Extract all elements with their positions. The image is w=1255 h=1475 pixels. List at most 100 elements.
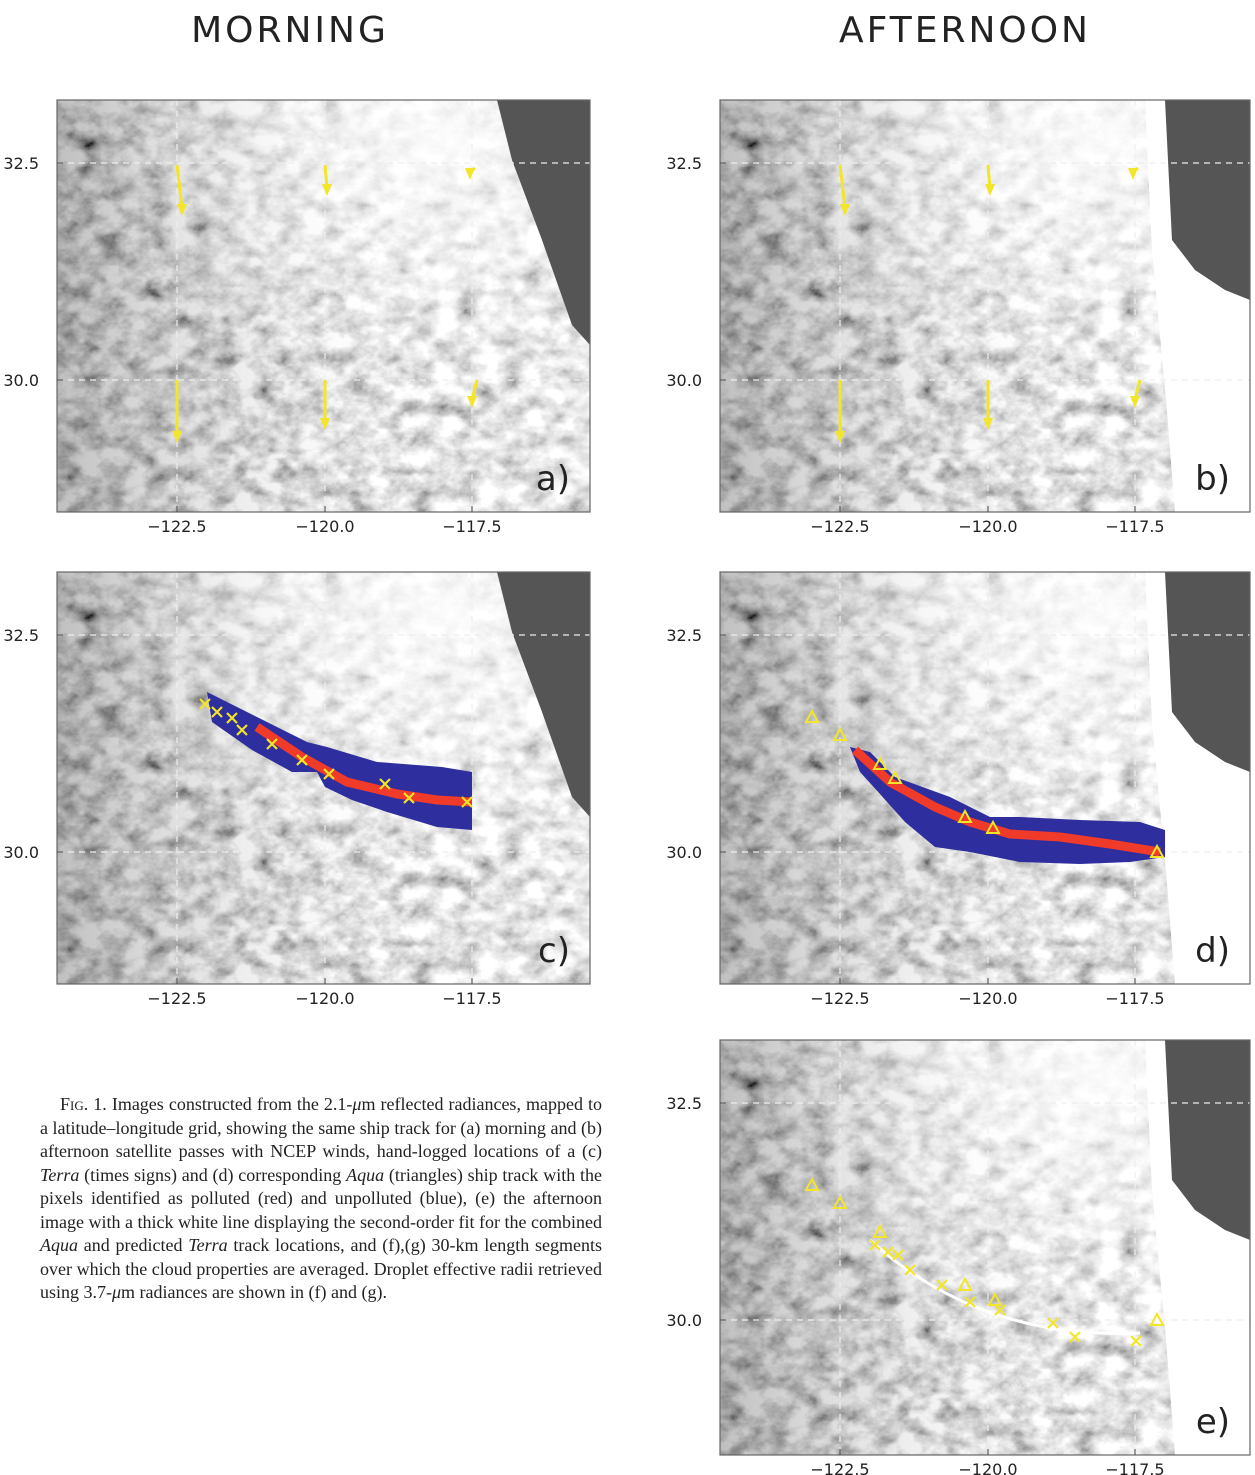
wind-arrow-head <box>467 396 477 408</box>
panel-label: e) <box>1196 1402 1230 1442</box>
wind-arrow <box>175 164 184 209</box>
marker-cross <box>1069 1331 1081 1343</box>
caption-text: (triangles) ship track with the pixels i… <box>40 1164 602 1232</box>
panel-frame <box>719 99 1251 513</box>
polluted-pixels <box>254 723 473 807</box>
caption-text: (times signs) and (d) corresponding <box>79 1164 347 1185</box>
marker-triangle <box>957 1276 973 1291</box>
panel-label: c) <box>538 931 570 971</box>
panel-frame <box>56 571 591 985</box>
caption-text: μ <box>352 1094 362 1114</box>
marker-cross <box>379 778 391 790</box>
fit-line <box>868 1238 1141 1335</box>
y-tick-label: 30.0 <box>3 371 39 390</box>
marker-triangle <box>872 755 888 770</box>
y-tick-label: 30.0 <box>666 371 702 390</box>
panel-label: a) <box>536 459 570 499</box>
marker-triangle <box>985 819 1001 834</box>
marker-triangle <box>1149 843 1165 858</box>
marker-cross <box>236 724 248 736</box>
panel-label: b) <box>1195 459 1230 499</box>
marker-cross <box>1130 1335 1142 1347</box>
x-tick-label: −122.5 <box>810 517 869 536</box>
marker-cross <box>882 1246 894 1258</box>
panel-frame <box>56 99 591 513</box>
caption-text: Aqua <box>40 1235 78 1255</box>
no-data <box>1145 100 1250 512</box>
y-tick-label: 32.5 <box>3 626 39 645</box>
wind-arrow-head <box>1130 396 1140 408</box>
caption-text: track locations, and (f),(g) 30-km lengt… <box>40 1235 602 1302</box>
caption-text: Terra <box>40 1164 80 1185</box>
image-panel: −122.5 −120.0 −117.5 32.5 30.0 b) <box>666 99 1251 536</box>
marker-cross <box>403 792 415 804</box>
marker-cross <box>211 706 223 718</box>
x-tick-label: −122.5 <box>147 989 206 1008</box>
marker-cross <box>904 1264 916 1276</box>
caption-text: μ <box>112 1282 122 1302</box>
marker-triangle <box>804 1176 820 1191</box>
x-tick-label: −120.0 <box>958 989 1017 1008</box>
wind-arrow-head <box>840 204 850 216</box>
x-tick-label: −122.5 <box>810 1460 869 1475</box>
x-tick-label: −122.5 <box>810 989 869 1008</box>
x-tick-label: −120.0 <box>295 989 354 1008</box>
unpolluted-pixels <box>850 747 1165 864</box>
y-tick-label: 32.5 <box>666 626 702 645</box>
x-tick-label: −117.5 <box>442 517 501 536</box>
wind-arrow-head <box>322 184 332 196</box>
wind-arrow-head <box>465 168 475 180</box>
marker-triangle <box>957 808 973 823</box>
marker-cross <box>994 1304 1006 1316</box>
x-tick-label: −117.5 <box>1105 1460 1164 1475</box>
caption-text: Aqua <box>346 1164 385 1185</box>
x-tick-label: −120.0 <box>295 517 354 536</box>
marker-cross <box>266 738 278 750</box>
marker-triangle <box>887 769 903 784</box>
marker-cross <box>936 1279 948 1291</box>
marker-cross <box>892 1249 904 1261</box>
marker-cross <box>461 796 473 808</box>
land <box>497 572 590 817</box>
caption-text: m radiances are shown in (f) and (g). <box>121 1282 387 1302</box>
wind-arrow-head <box>1128 168 1138 180</box>
wind-arrow-head <box>835 431 845 443</box>
x-tick-label: −117.5 <box>1105 517 1164 536</box>
x-tick-label: −117.5 <box>1105 989 1164 1008</box>
y-tick-label: 30.0 <box>666 843 702 862</box>
x-tick-label: −120.0 <box>958 517 1017 536</box>
wind-arrow-head <box>320 418 330 430</box>
y-tick-label: 32.5 <box>666 154 702 173</box>
land <box>1165 100 1250 300</box>
land <box>497 100 590 345</box>
y-tick-label: 32.5 <box>666 1094 702 1113</box>
x-tick-label: −117.5 <box>442 989 501 1008</box>
wind-arrow-head <box>177 204 187 216</box>
image-panel: −122.5 −120.0 −117.5 32.5 30.0 d) <box>666 571 1251 1008</box>
marker-triangle <box>872 1223 888 1238</box>
marker-triangle <box>832 1194 848 1209</box>
marker-triangle <box>804 708 820 723</box>
caption-text: Terra <box>188 1235 228 1255</box>
wind-arrow <box>838 164 847 209</box>
image-panel: −122.5 −120.0 −117.5 32.5 30.0 a) <box>3 99 591 536</box>
caption-text: m reflected radiances, mapped to a latit… <box>40 1094 603 1161</box>
wind-arrow-head <box>983 418 993 430</box>
x-tick-label: −122.5 <box>147 517 206 536</box>
figure-caption: Fig. 1. Images constructed from the 2.1-… <box>40 1093 602 1305</box>
panel-frame <box>719 1039 1251 1456</box>
no-data <box>1145 572 1250 984</box>
caption-text: Fig. 1. <box>60 1094 107 1114</box>
image-panel: −122.5 −120.0 −117.5 32.5 30.0 e) <box>666 1039 1251 1475</box>
no-data <box>1145 1040 1250 1455</box>
y-tick-label: 30.0 <box>666 1311 702 1330</box>
marker-cross <box>323 768 335 780</box>
panel-label: d) <box>1195 931 1230 971</box>
marker-cross <box>964 1296 976 1308</box>
marker-cross <box>226 712 238 724</box>
marker-cross <box>1047 1317 1059 1329</box>
wind-arrow-head <box>172 431 182 443</box>
wind-arrow-head <box>985 184 995 196</box>
